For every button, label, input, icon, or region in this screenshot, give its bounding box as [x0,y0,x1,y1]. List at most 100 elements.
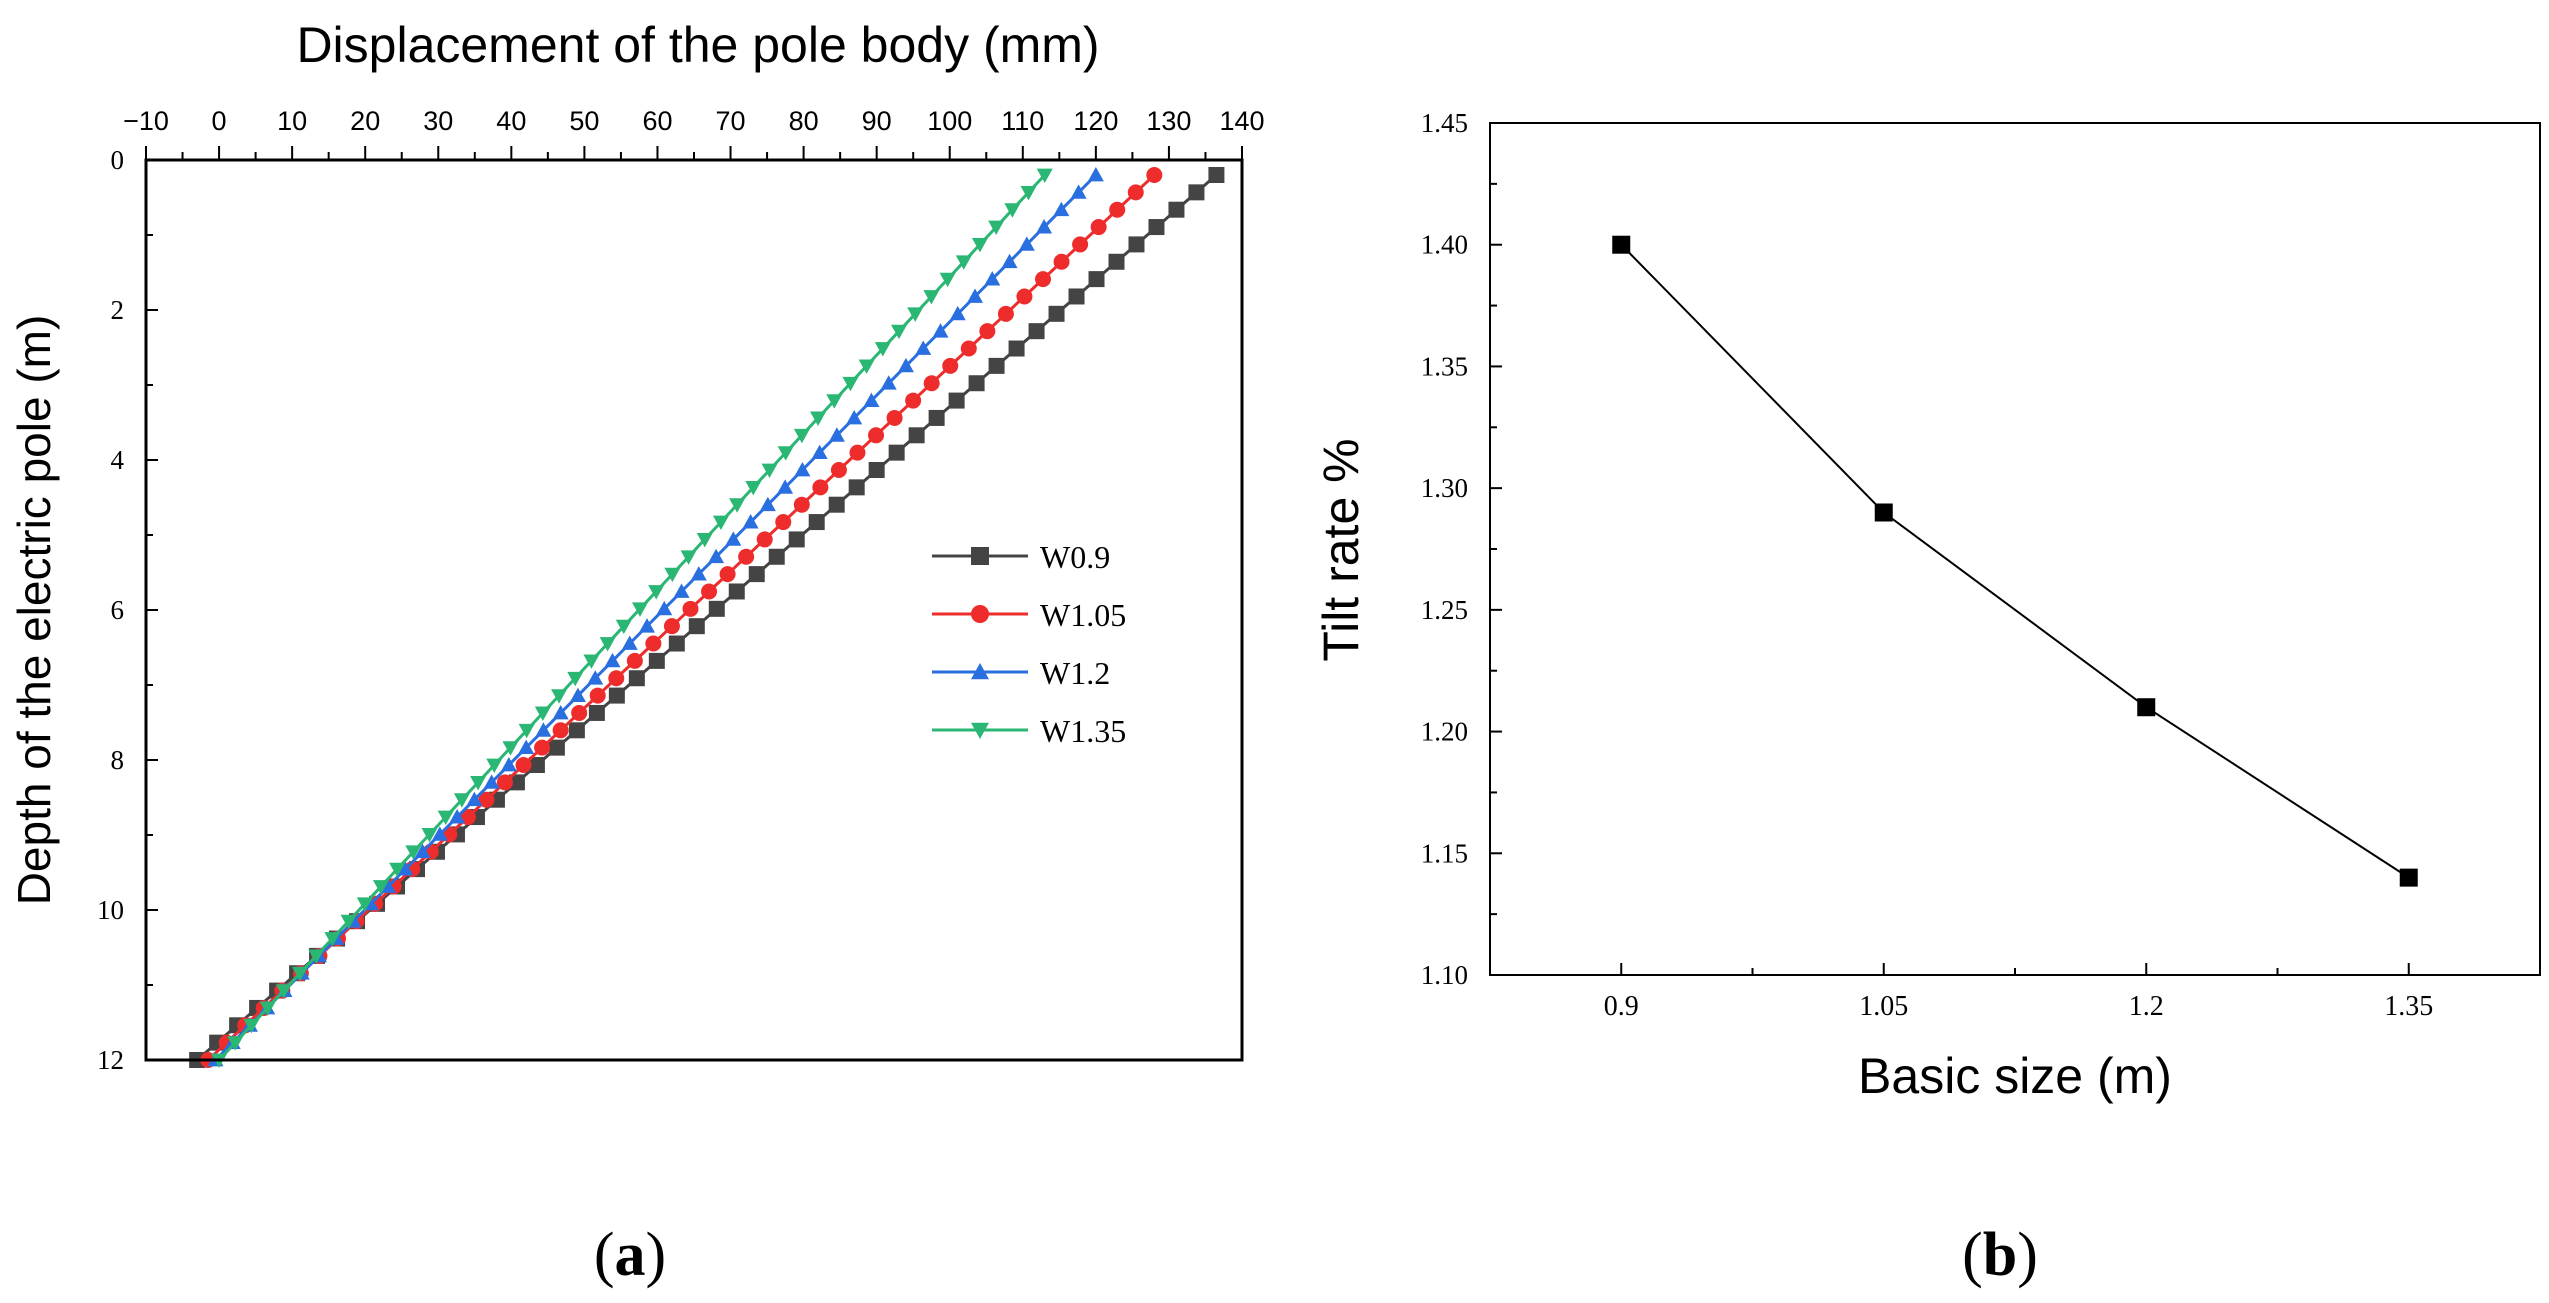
chart-a-data-point [808,514,825,531]
chart-a-data-point [868,427,885,444]
chart-a-data-point [1090,219,1107,236]
chart-a-data-point [587,670,604,685]
chart-a-data-point [663,618,680,635]
chart-a-data-point [923,375,940,392]
chart-b-x-axis-title: Basic size (m) [1858,1048,2172,1104]
chart-a-x-tick-label: 10 [277,106,307,136]
chart-a-data-point [793,428,810,444]
chart-b-x-tick-label: 1.35 [2384,991,2433,1022]
chart-a-data-point [868,462,885,478]
chart-a-data-point [891,324,908,340]
chart-a-data-point [1168,201,1185,218]
chart-a-data-point [356,897,373,912]
chart-a-data-point [826,394,843,409]
chart-a-legend-item: W0.9 [932,539,1110,575]
chart-a-data-point [880,375,897,390]
chart-a-data-point [849,444,866,461]
chart-a-data-point [863,392,880,407]
chart-b-axis-frame [1489,122,2541,976]
chart-a-data-point [908,427,925,444]
chart-a-data-point [708,548,725,564]
chart-b-y-tick-label: 1.20 [1421,717,1468,747]
chart-a-data-point [761,463,778,478]
chart-a-data-point [568,722,585,739]
chart-a-data-point [259,1001,276,1016]
chart-a-data-point [1072,236,1089,253]
chart-a-data-point [608,670,625,687]
chart-a-x-tick-label: 80 [789,106,819,136]
chart-a-data-point [534,739,551,756]
chart-a-data-point [639,618,656,633]
chart-a-data-point [466,791,483,807]
chart-a-data-point [518,723,535,739]
chart-a-data-point [988,357,1005,374]
chart-a-data-point [777,446,794,461]
chart-a-data-point [939,272,956,288]
chart-a-data-point [979,323,996,340]
chart-b-y-tick-label: 1.10 [1421,960,1468,990]
chart-a-data-point [551,689,568,704]
chart-a-data-point [932,323,949,338]
chart-a-data-point [478,791,495,808]
chart-b-y-tick-label: 1.30 [1421,473,1468,503]
chart-a-data-point [515,757,532,773]
chart-a-data-point [988,220,1005,236]
chart-a-data-point [712,515,729,531]
chart-a-data-point [535,722,552,737]
chart-a-data-point [599,637,616,652]
chart-a-data-point [324,932,341,947]
chart-b-data-point [1874,503,1893,522]
chart-b-y-tick-label: 1.40 [1421,230,1468,260]
chart-a-data-point [886,409,903,426]
chart-a-data-point [389,862,406,878]
chart-a-data-point [828,427,845,442]
chart-a-data-point [874,342,891,357]
chart-a-data-point [682,600,699,617]
chart-a-x-axis-title: Displacement of the pole body (mm) [296,17,1099,73]
chart-a-data-point [1087,167,1104,182]
chart-a-legend-item: W1.2 [932,655,1110,691]
chart-a-legend-label: W1.2 [1040,655,1110,691]
chart-a-data-point [696,533,713,548]
chart-a-data-point [1068,288,1085,305]
chart-a-x-tick-label: 90 [862,106,892,136]
chart-a-data-point [725,531,742,546]
chart-b-data-point [2399,868,2418,887]
chart-a-y-tick-label: 4 [111,445,125,475]
chart-b-x-tick-label: 0.9 [1604,991,1639,1022]
chart-a-legend-marker [971,605,989,623]
chart-a-legend-label: W0.9 [1040,539,1110,575]
chart-a-data-point [1128,236,1145,253]
chart-a-x-tick-label: 100 [927,106,972,136]
chart-a-data-point [437,810,454,826]
chart-b-y-tick-label: 1.45 [1421,108,1468,138]
chart-a-data-point [227,1036,244,1051]
chart-b-series-line [1620,243,2410,879]
chart-a-data-point [470,775,487,791]
chart-a-data-point [656,600,673,616]
chart-a-data-point [548,739,565,756]
chart-a-y-tick-label: 0 [111,145,125,175]
chart-a-data-point [569,687,586,702]
chart-a-data-point [794,462,811,477]
chart-a-data-point [1008,340,1025,357]
chart-a-y-tick-label: 10 [97,895,124,925]
chart-a-data-point [571,704,588,721]
chart-a-data-point [745,480,762,496]
chart-a-data-point [608,687,625,704]
chart-a-data-point [1036,219,1053,234]
chart-a-data-point [275,984,292,999]
chart-a-legend: W0.9 W1.05 W1.2 W1.35 [932,539,1126,749]
chart-a-data-point [292,966,309,982]
chart-a-data-point [928,409,945,426]
chart-a-data-point [552,722,569,739]
chart-a-data-point [397,861,414,876]
chart-a-data-point [775,514,792,531]
chart-b-y-ticks: 1.10 1.15 1.20 1.25 1.30 1.35 1.40 1.45 [1421,108,1502,990]
chart-a-data-point [942,357,959,374]
chart-a-x-tick-label: 30 [423,106,453,136]
chart-a-data-point [729,498,746,513]
chart-a-data-point [777,479,794,494]
chart-a-data-point [1028,323,1045,340]
chart-a-data-point [1208,167,1225,183]
